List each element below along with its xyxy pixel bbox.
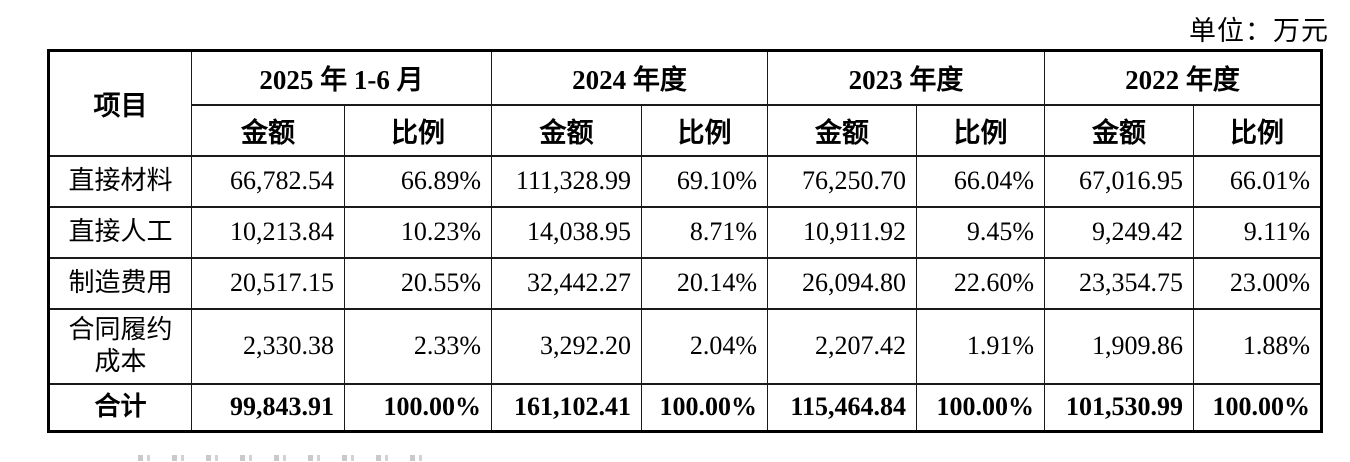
col-header-2022: 2022 年度 [1044, 49, 1322, 106]
subheader-ratio-2025: 比例 [344, 103, 492, 157]
total-ratio-cell: 100.00% [641, 382, 768, 433]
ratio-cell: 9.45% [916, 205, 1045, 259]
table-row-manufacturing-overhead: 制造费用 20,517.15 20.55% 32,442.27 20.14% 2… [48, 256, 1322, 310]
amount-cell: 10,213.84 [191, 205, 345, 259]
total-amount-cell: 99,843.91 [191, 382, 345, 433]
row-label: 直接材料 [48, 154, 192, 208]
ratio-cell: 2.04% [641, 307, 768, 385]
subheader-amount-2024: 金额 [491, 103, 642, 157]
col-header-2024: 2024 年度 [491, 49, 768, 106]
row-label: 合同履约 成本 [48, 307, 192, 385]
table-row-direct-labor: 直接人工 10,213.84 10.23% 14,038.95 8.71% 10… [48, 205, 1322, 259]
amount-cell: 32,442.27 [491, 256, 642, 310]
ratio-cell: 1.88% [1193, 307, 1322, 385]
clipped-text-top-fragment [138, 455, 428, 461]
ratio-cell: 20.14% [641, 256, 768, 310]
ratio-cell: 8.71% [641, 205, 768, 259]
ratio-cell: 69.10% [641, 154, 768, 208]
ratio-cell: 1.91% [916, 307, 1045, 385]
ratio-cell: 20.55% [344, 256, 492, 310]
amount-cell: 3,292.20 [491, 307, 642, 385]
amount-cell: 10,911.92 [767, 205, 917, 259]
subheader-amount-2022: 金额 [1044, 103, 1194, 157]
table-row-direct-materials: 直接材料 66,782.54 66.89% 111,328.99 69.10% … [48, 154, 1322, 208]
total-ratio-cell: 100.00% [916, 382, 1045, 433]
row-label: 制造费用 [48, 256, 192, 310]
amount-cell: 14,038.95 [491, 205, 642, 259]
total-amount-cell: 115,464.84 [767, 382, 917, 433]
amount-cell: 9,249.42 [1044, 205, 1194, 259]
col-header-2023: 2023 年度 [767, 49, 1045, 106]
table-row-contract-performance-cost: 合同履约 成本 2,330.38 2.33% 3,292.20 2.04% 2,… [48, 307, 1322, 385]
amount-cell: 76,250.70 [767, 154, 917, 208]
total-row-label: 合计 [48, 382, 192, 433]
ratio-cell: 66.01% [1193, 154, 1322, 208]
total-amount-cell: 101,530.99 [1044, 382, 1194, 433]
ratio-cell: 66.04% [916, 154, 1045, 208]
total-amount-cell: 161,102.41 [491, 382, 642, 433]
amount-cell: 2,330.38 [191, 307, 345, 385]
corner-header-item: 项目 [48, 49, 192, 157]
subheader-amount-2023: 金额 [767, 103, 917, 157]
cost-composition-table: 项目 2025 年 1-6 月 2024 年度 2023 年度 2022 年度 … [47, 49, 1323, 433]
subheader-amount-2025: 金额 [191, 103, 345, 157]
ratio-cell: 66.89% [344, 154, 492, 208]
total-ratio-cell: 100.00% [1193, 382, 1322, 433]
ratio-cell: 10.23% [344, 205, 492, 259]
subheader-ratio-2024: 比例 [641, 103, 768, 157]
unit-note: 单位：万元 [1189, 16, 1329, 46]
header-row-periods: 项目 2025 年 1-6 月 2024 年度 2023 年度 2022 年度 [48, 49, 1322, 157]
ratio-cell: 23.00% [1193, 256, 1322, 310]
amount-cell: 2,207.42 [767, 307, 917, 385]
amount-cell: 20,517.15 [191, 256, 345, 310]
amount-cell: 23,354.75 [1044, 256, 1194, 310]
amount-cell: 26,094.80 [767, 256, 917, 310]
subheader-ratio-2023: 比例 [916, 103, 1045, 157]
table-row-total: 合计 99,843.91 100.00% 161,102.41 100.00% … [48, 382, 1322, 433]
amount-cell: 111,328.99 [491, 154, 642, 208]
header-row-subcolumns: 金额 比例 金额 比例 金额 比例 金额 比例 [49, 103, 1322, 157]
ratio-cell: 9.11% [1193, 205, 1322, 259]
amount-cell: 66,782.54 [191, 154, 345, 208]
col-header-2025h1: 2025 年 1-6 月 [191, 49, 492, 106]
subheader-ratio-2022: 比例 [1193, 103, 1322, 157]
ratio-cell: 2.33% [344, 307, 492, 385]
ratio-cell: 22.60% [916, 256, 1045, 310]
amount-cell: 67,016.95 [1044, 154, 1194, 208]
total-ratio-cell: 100.00% [344, 382, 492, 433]
amount-cell: 1,909.86 [1044, 307, 1194, 385]
row-label: 直接人工 [48, 205, 192, 259]
